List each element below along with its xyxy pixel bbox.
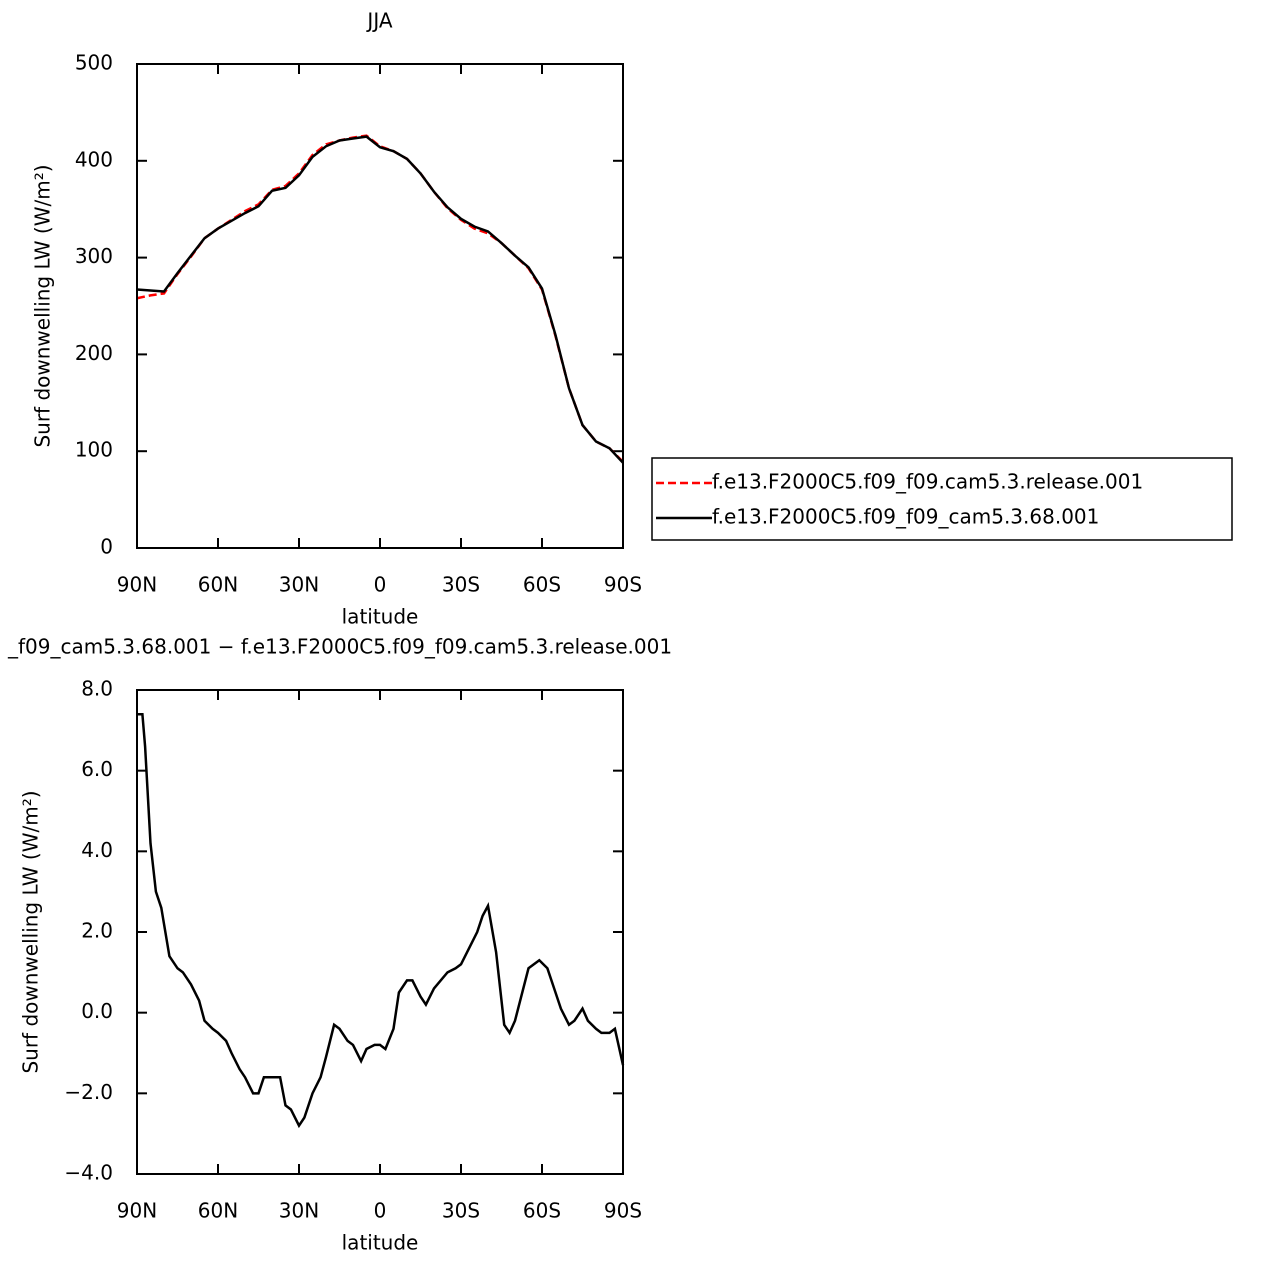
x-tick-label: 30S <box>442 573 480 597</box>
y-tick-label: −4.0 <box>64 1161 113 1185</box>
data-line <box>136 135 624 464</box>
legend-box <box>651 457 1233 541</box>
y-tick-label: 0 <box>100 535 113 559</box>
data-line <box>136 134 624 463</box>
x-tick-label: 90S <box>604 573 642 597</box>
plot-frame <box>136 689 624 1175</box>
x-tick-label: 90S <box>604 1199 642 1223</box>
y-tick-label: 4.0 <box>81 838 113 862</box>
plot-frame <box>136 63 624 549</box>
x-axis-label: latitude <box>342 1231 419 1255</box>
y-axis-label: Surf downwelling LW (W/m²) <box>19 790 43 1073</box>
y-tick-label: 300 <box>75 244 113 268</box>
y-tick-label: 200 <box>75 341 113 365</box>
x-tick-label: 30S <box>442 1199 480 1223</box>
y-tick-label: 400 <box>75 147 113 171</box>
x-tick-label: 0 <box>374 1199 387 1223</box>
x-tick-label: 90N <box>117 573 157 597</box>
y-tick-label: 8.0 <box>81 677 113 701</box>
chart-title: JJA <box>365 9 392 33</box>
legend-label: f.e13.F2000C5.f09_f09_cam5.3.68.001 <box>712 505 1099 529</box>
y-tick-label: 500 <box>75 51 113 75</box>
y-tick-label: 2.0 <box>81 919 113 943</box>
x-tick-label: 0 <box>374 573 387 597</box>
y-tick-label: 0.0 <box>81 999 113 1023</box>
x-tick-label: 60N <box>198 573 238 597</box>
legend-label: f.e13.F2000C5.f09_f09.cam5.3.release.001 <box>712 470 1143 494</box>
x-tick-label: 60S <box>523 1199 561 1223</box>
x-tick-label: 30N <box>279 573 319 597</box>
x-axis-label: latitude <box>342 605 419 629</box>
x-tick-label: 90N <box>117 1199 157 1223</box>
y-tick-label: 6.0 <box>81 757 113 781</box>
x-tick-label: 30N <box>279 1199 319 1223</box>
y-axis-label: Surf downwelling LW (W/m²) <box>31 164 55 447</box>
y-tick-label: 100 <box>75 438 113 462</box>
data-line <box>137 712 625 1129</box>
x-tick-label: 60S <box>523 573 561 597</box>
chart-title: _f09_cam5.3.68.001 − f.e13.F2000C5.f09_f… <box>7 635 672 659</box>
y-tick-label: −2.0 <box>64 1080 113 1104</box>
x-tick-label: 60N <box>198 1199 238 1223</box>
